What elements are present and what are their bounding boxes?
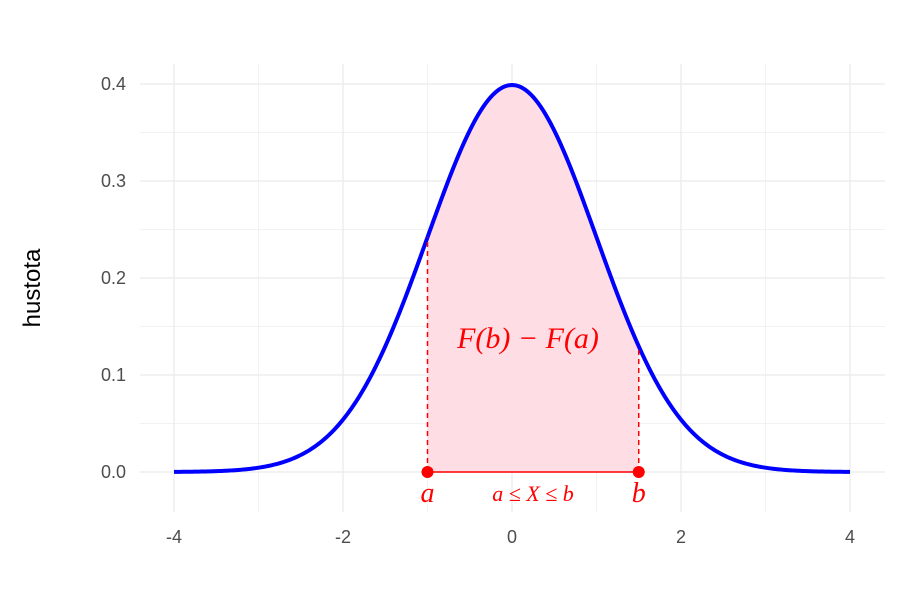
x-axis-tick-labels: -4 -2 0 2 4 [166, 527, 855, 547]
density-curve [173, 83, 851, 474]
y-tick-label: 0.2 [101, 268, 126, 288]
x-tick-label: 4 [845, 527, 855, 547]
x-tick-label: 0 [507, 527, 517, 547]
y-tick-label: 0.4 [101, 74, 126, 94]
point-a [421, 466, 434, 478]
y-tick-label: 0.0 [101, 462, 126, 482]
x-tick-label: 2 [676, 527, 686, 547]
y-axis-title: hustota [19, 248, 46, 327]
x-tick-label: -2 [335, 527, 351, 547]
point-b [632, 466, 645, 478]
point-a-label: a [421, 478, 435, 509]
shaded-probability-area [427, 85, 639, 472]
point-b-label: b [632, 478, 646, 509]
y-tick-label: 0.3 [101, 171, 126, 191]
x-tick-label: -4 [166, 527, 182, 547]
area-formula-label: F(b) − F(a) [456, 322, 599, 355]
y-tick-label: 0.1 [101, 365, 126, 385]
interval-label: a ≤ X ≤ b [492, 481, 574, 506]
y-axis-tick-labels: 0.0 0.1 0.2 0.3 0.4 [101, 74, 126, 482]
